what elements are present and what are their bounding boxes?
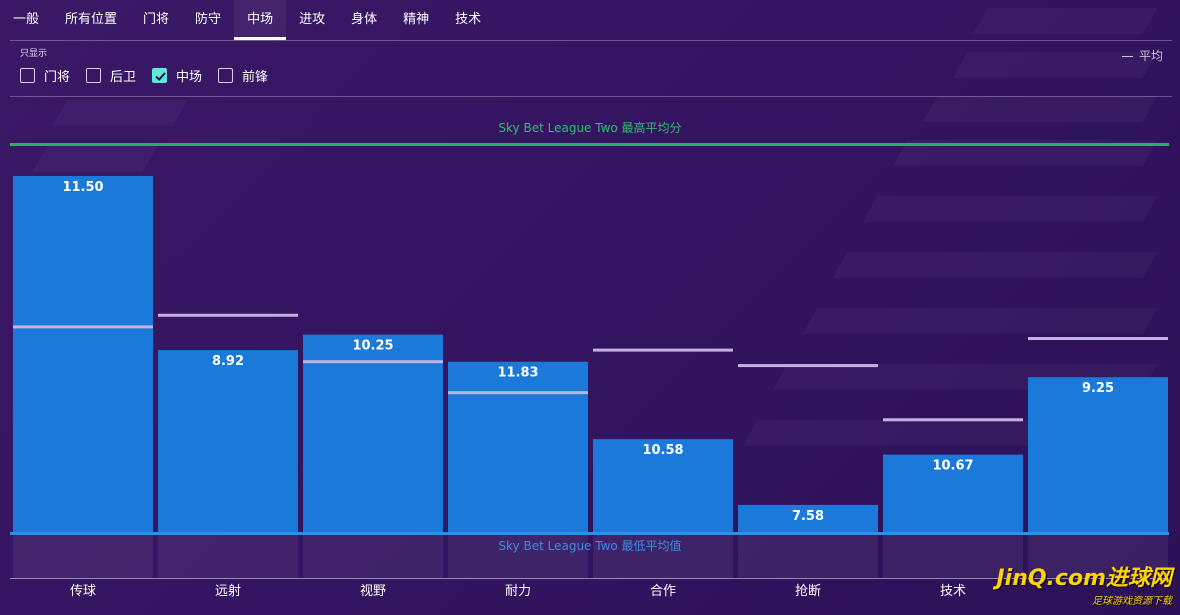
- category-label: 技术: [940, 584, 966, 599]
- bar-value-label: 9.25: [1082, 381, 1114, 396]
- lower-band: [738, 532, 878, 578]
- bar: [158, 350, 298, 532]
- tab-general[interactable]: 一般: [13, 12, 40, 27]
- baseline: [10, 532, 1169, 535]
- bar: [738, 504, 878, 532]
- lower-band: [448, 532, 588, 578]
- checkbox-goalkeeper[interactable]: [20, 68, 35, 83]
- average-marker: [158, 313, 298, 317]
- lower-band: [883, 532, 1023, 578]
- tab-attacking[interactable]: 进攻: [299, 12, 326, 27]
- filter-label: 前锋: [242, 70, 269, 85]
- checkbox-defender[interactable]: [86, 68, 102, 83]
- bar: [303, 334, 443, 532]
- category-label: 视野: [360, 584, 386, 599]
- lower-band: [1028, 532, 1168, 578]
- tab-mental[interactable]: 精神: [403, 12, 430, 27]
- bar-value-label: 10.67: [932, 459, 973, 474]
- checkbox-forward[interactable]: [218, 68, 234, 83]
- axis-line: [10, 578, 1169, 579]
- bar: [883, 454, 1023, 532]
- lower-band: [303, 532, 443, 578]
- tab-goalkeeping[interactable]: 门将: [143, 12, 170, 27]
- average-marker: [448, 391, 588, 395]
- position-filters: 门将 后卫 中场 前锋: [20, 66, 284, 85]
- category-label: 耐力: [505, 584, 531, 599]
- watermark: JinQ.com进球网 足球游戏资源下载: [996, 560, 1172, 607]
- bar-value-label: 11.83: [497, 366, 538, 381]
- filter-defender[interactable]: 后卫: [86, 66, 136, 85]
- average-marker: [738, 364, 878, 368]
- league-min-label: Sky Bet League Two 最低平均值: [498, 539, 682, 553]
- average-marker: [1028, 337, 1168, 340]
- filter-label: 中场: [176, 70, 203, 85]
- average-marker: [883, 418, 1023, 422]
- filter-label: 后卫: [110, 70, 137, 85]
- checkbox-midfielder[interactable]: [152, 68, 168, 83]
- average-marker: [303, 360, 443, 364]
- bar: [593, 439, 733, 532]
- category-label: 传球: [70, 584, 96, 599]
- lower-band: [13, 532, 153, 578]
- league-max-line: [10, 143, 1169, 146]
- bar-value-label: 11.50: [62, 180, 103, 195]
- filter-goalkeeper[interactable]: 门将: [20, 66, 70, 85]
- filter-midfielder[interactable]: 中场: [152, 66, 202, 85]
- bar: [448, 361, 588, 532]
- category-label: 合作: [650, 584, 676, 599]
- bar: [1028, 377, 1168, 532]
- tab-bar: 一般 所有位置 门将 防守 中场 进攻 身体 精神 技术: [0, 0, 1180, 40]
- checkmark-icon: [155, 72, 166, 81]
- lower-band: [593, 532, 733, 578]
- filter-forward[interactable]: 前锋: [218, 66, 268, 85]
- tab-midfield[interactable]: 中场: [234, 0, 287, 40]
- average-marker: [13, 325, 153, 329]
- bar-value-label: 10.25: [352, 339, 393, 354]
- tab-all-positions[interactable]: 所有位置: [65, 12, 118, 27]
- tab-physical[interactable]: 身体: [351, 12, 378, 27]
- bar-value-label: 10.58: [642, 443, 683, 458]
- league-max-label: Sky Bet League Two 最高平均分: [498, 121, 682, 135]
- filter-label: 门将: [44, 70, 71, 85]
- watermark-sub: 足球游戏资源下载: [1092, 596, 1172, 607]
- bar-value-label: 7.58: [792, 509, 824, 524]
- legend-line-icon: [1121, 56, 1133, 57]
- legend-average-label: 平均: [1138, 49, 1163, 63]
- bar: [13, 175, 153, 532]
- filter-divider: [10, 96, 1172, 97]
- bar-value-label: 8.92: [212, 354, 244, 369]
- watermark-main: JinQ.com进球网: [996, 566, 1172, 591]
- tab-defending[interactable]: 防守: [195, 12, 222, 27]
- category-label: 远射: [215, 583, 241, 599]
- lower-band: [158, 532, 298, 578]
- average-marker: [593, 348, 733, 352]
- tab-technical[interactable]: 技术: [455, 12, 482, 27]
- tab-divider: [10, 40, 1172, 41]
- category-label: 抢断: [795, 583, 821, 599]
- filter-title: 只显示: [20, 49, 48, 59]
- legend: 平均: [1121, 47, 1163, 64]
